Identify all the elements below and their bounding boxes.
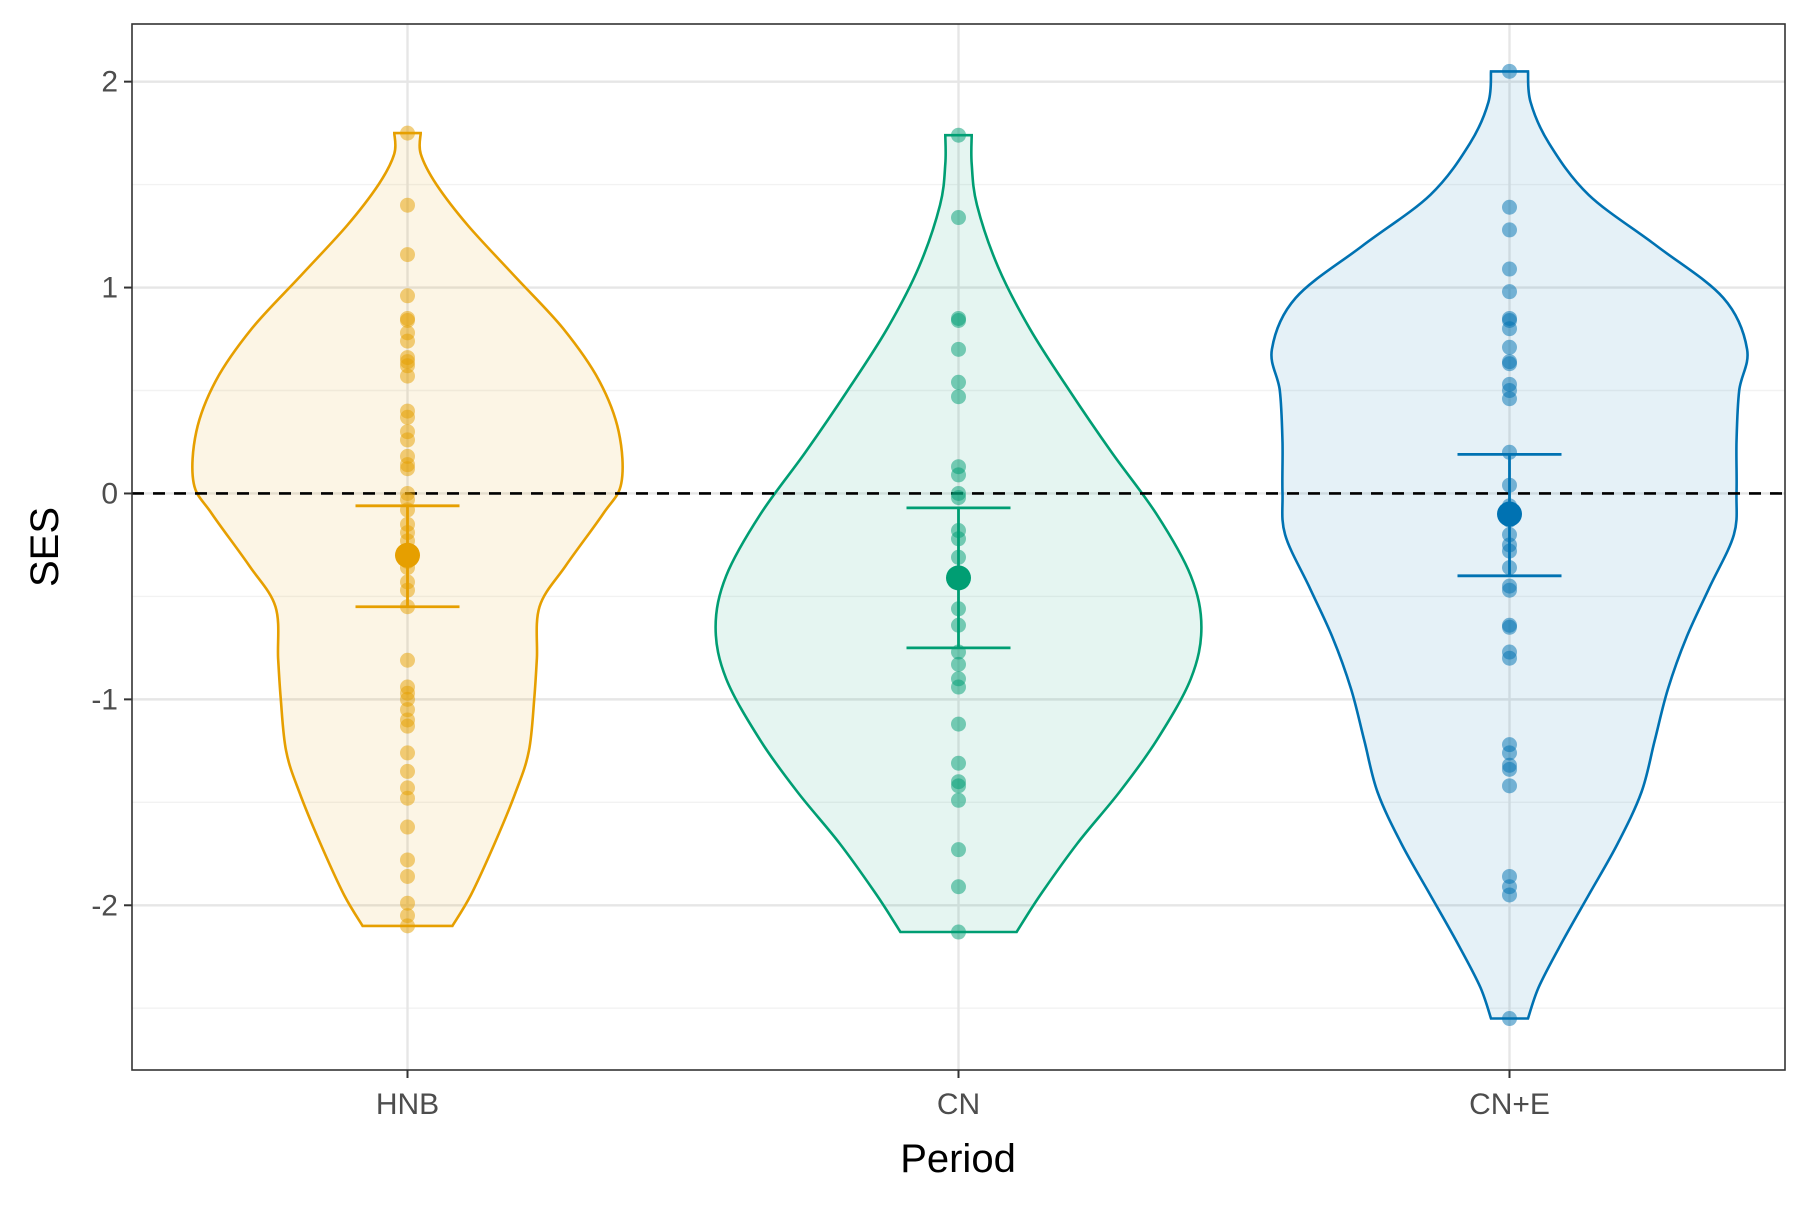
data-point bbox=[400, 125, 415, 141]
y-tick-label: 2 bbox=[101, 66, 118, 99]
data-point bbox=[400, 780, 415, 796]
data-point bbox=[951, 210, 966, 226]
mean-point bbox=[395, 542, 420, 568]
data-point bbox=[400, 492, 415, 508]
data-point bbox=[1502, 650, 1517, 666]
data-point bbox=[400, 763, 415, 779]
y-tick-label: -1 bbox=[91, 683, 118, 716]
y-tick-label: -2 bbox=[91, 889, 118, 922]
data-point bbox=[951, 467, 966, 483]
data-point bbox=[400, 197, 415, 213]
data-point bbox=[400, 288, 415, 304]
data-point bbox=[1502, 778, 1517, 794]
data-point bbox=[1502, 582, 1517, 598]
data-point bbox=[1502, 391, 1517, 407]
data-point bbox=[1502, 887, 1517, 903]
data-point bbox=[1502, 261, 1517, 277]
data-point bbox=[1502, 868, 1517, 884]
data-point bbox=[400, 691, 415, 707]
data-point bbox=[951, 679, 966, 695]
x-tick-label: HNB bbox=[376, 1088, 439, 1121]
data-point bbox=[1502, 745, 1517, 761]
data-point bbox=[1502, 284, 1517, 300]
data-point bbox=[951, 341, 966, 357]
x-tick-label: CN bbox=[937, 1088, 980, 1121]
data-point bbox=[1502, 619, 1517, 635]
data-point bbox=[1502, 444, 1517, 460]
data-point bbox=[400, 819, 415, 835]
data-point bbox=[951, 716, 966, 732]
data-point bbox=[951, 842, 966, 858]
axis-layer: -2 -1 0 1 2 HNB CN CN+E bbox=[91, 66, 1550, 1121]
data-point bbox=[400, 702, 415, 718]
data-point bbox=[400, 432, 415, 448]
data-point bbox=[951, 778, 966, 794]
data-point bbox=[1502, 339, 1517, 355]
data-point bbox=[1502, 761, 1517, 777]
data-point bbox=[400, 868, 415, 884]
y-axis-title: SES bbox=[23, 507, 67, 587]
data-point bbox=[1502, 63, 1517, 79]
y-tick-label: 0 bbox=[101, 477, 118, 510]
data-point bbox=[1502, 222, 1517, 238]
data-point bbox=[951, 924, 966, 940]
data-point bbox=[951, 755, 966, 771]
data-point bbox=[400, 358, 415, 374]
data-point bbox=[1502, 356, 1517, 372]
data-point bbox=[951, 792, 966, 808]
data-point bbox=[400, 745, 415, 761]
data-point bbox=[1502, 199, 1517, 215]
x-axis-title: Period bbox=[900, 1137, 1016, 1181]
y-tick-label: 1 bbox=[101, 272, 118, 305]
data-point bbox=[400, 652, 415, 668]
data-point bbox=[400, 918, 415, 934]
data-point bbox=[951, 490, 966, 506]
data-point bbox=[951, 127, 966, 143]
data-point bbox=[400, 852, 415, 868]
x-tick-label: CN+E bbox=[1469, 1088, 1550, 1121]
data-point bbox=[951, 389, 966, 405]
mean-point bbox=[946, 565, 971, 591]
data-point bbox=[400, 461, 415, 477]
data-point bbox=[400, 313, 415, 329]
data-point bbox=[400, 718, 415, 734]
data-point bbox=[400, 409, 415, 425]
data-point bbox=[951, 313, 966, 329]
data-point bbox=[951, 374, 966, 390]
point-layer bbox=[400, 63, 1517, 1027]
data-point bbox=[1502, 321, 1517, 337]
data-point bbox=[400, 790, 415, 806]
data-point bbox=[400, 895, 415, 911]
data-point bbox=[400, 333, 415, 349]
data-point bbox=[400, 247, 415, 263]
data-point bbox=[400, 368, 415, 384]
data-point bbox=[951, 879, 966, 895]
data-point bbox=[951, 656, 966, 672]
data-point bbox=[1502, 1011, 1517, 1027]
mean-point bbox=[1497, 501, 1522, 527]
data-point bbox=[400, 908, 415, 924]
summary-layer bbox=[355, 452, 1562, 650]
